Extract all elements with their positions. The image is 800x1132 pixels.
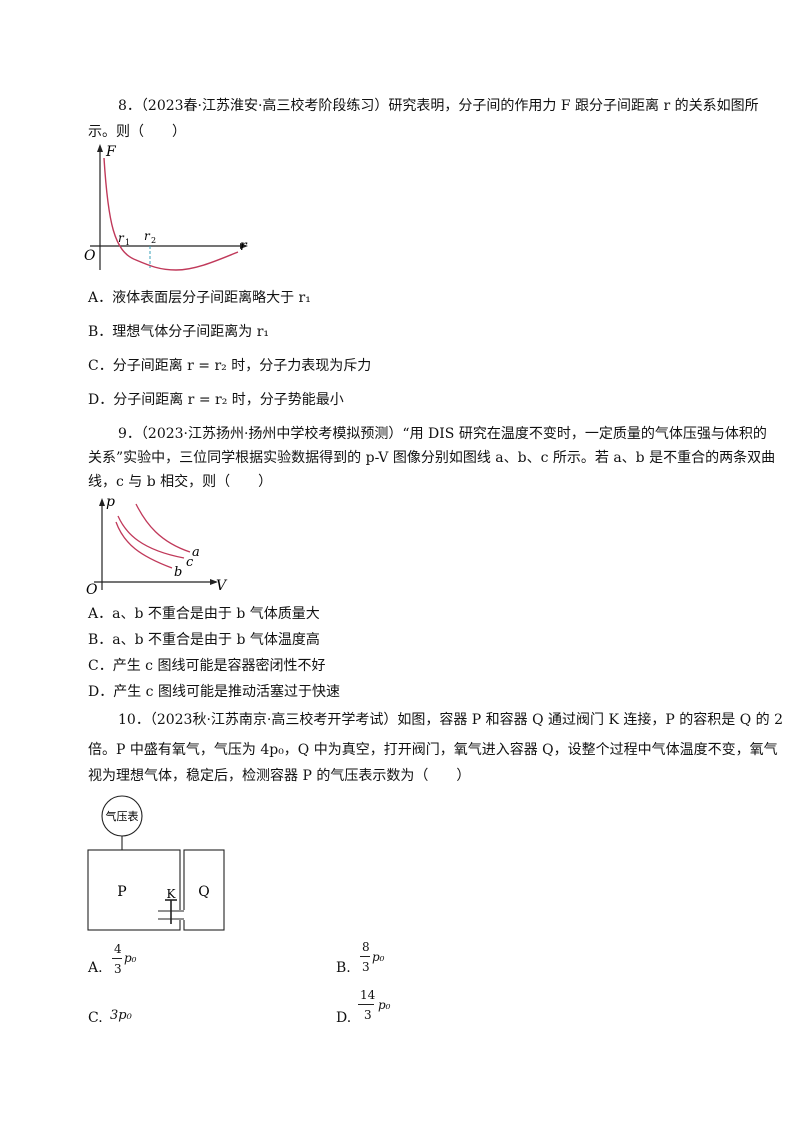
q10-label-P: P	[117, 884, 126, 900]
q9-curve-b	[115, 521, 173, 569]
q9-option-c[interactable]: C．产生 c 图线可能是容器密闭性不好	[88, 658, 326, 674]
q8-label-F: F	[105, 144, 117, 160]
q10-option-c-val: 3p₀	[110, 1008, 132, 1023]
q10-option-c-label: C.	[88, 1010, 103, 1026]
q10-stem-line1: 10．（2023秋·江苏南京·高三校考开学考试）如图，容器 P 和容器 Q 通过…	[118, 712, 784, 728]
q9-label-a: a	[192, 545, 200, 560]
q8-option-a[interactable]: A．液体表面层分子间距离略大于 r₁	[88, 290, 311, 306]
q10-option-a-var: p₀	[124, 951, 137, 965]
q10-option-d-num: 14	[360, 988, 376, 1002]
q10-pipe-clear	[158, 910, 188, 920]
q9-option-b[interactable]: B．a、b 不重合是由于 b 气体温度高	[88, 632, 320, 648]
q10-container-P	[87, 849, 181, 931]
q9-stem-line2: 关系”实验中，三位同学根据实验数据得到的 p-V 图像分别如图线 a、b、c 所…	[88, 450, 776, 466]
q10-stem-line2: 倍。P 中盛有氧气，气压为 4p₀，Q 中为真空，打开阀门，氧气进入容器 Q，设…	[88, 742, 778, 758]
q8-label-r2-sub: 2	[151, 236, 156, 245]
q9-label-p: p	[106, 494, 115, 510]
q9-curve-c	[117, 515, 185, 559]
q10-gauge-label: 气压表	[106, 809, 139, 823]
q10-option-b-den: 3	[362, 960, 370, 974]
q8-force-distance-graph: F r O r 1 r 2	[84, 144, 248, 271]
q10-option-b-label: B.	[336, 960, 351, 976]
q10-stem-line3: 视为理想气体，稳定后，检测容器 P 的气压表示数为（ ）	[88, 768, 471, 784]
q8-label-r1-sub: 1	[125, 238, 130, 247]
q8-y-arrow-icon	[97, 144, 103, 152]
q9-pv-graph: p V O a c b	[86, 494, 228, 598]
q10-label-Q: Q	[198, 884, 209, 900]
q10-option-d-den: 3	[364, 1008, 372, 1022]
q10-option-a-label: A.	[88, 960, 103, 976]
q8-option-c[interactable]: C．分子间距离 r = r₂ 时，分子力表现为斥力	[88, 358, 372, 374]
q10-option-b-num: 8	[362, 940, 370, 954]
q9-stem-line3: 线，c 与 b 相交，则（ ）	[88, 474, 273, 490]
q8-stem-line2: 示。则（ ）	[88, 124, 186, 140]
q9-label-O: O	[86, 582, 98, 598]
q8-label-r: r	[240, 238, 248, 254]
q10-option-b-fraction-bar	[360, 956, 370, 957]
q10-option-b-var: p₀	[372, 950, 385, 964]
q10-option-d-var: p₀	[378, 998, 391, 1012]
q8-label-r1: r	[118, 231, 125, 245]
q9-option-a[interactable]: A．a、b 不重合是由于 b 气体质量大	[88, 606, 320, 622]
q8-option-d[interactable]: D．分子间距离 r = r₂ 时，分子势能最小	[88, 392, 344, 408]
q9-curve-a	[135, 503, 191, 553]
q8-label-r2: r	[144, 229, 151, 243]
q8-stem-line1: 8．（2023春·江苏淮安·高三校考阶段练习）研究表明，分子间的作用力 F 跟分…	[118, 98, 759, 114]
q9-label-c: c	[186, 555, 194, 570]
q9-y-arrow-icon	[99, 498, 105, 506]
q10-container-Q	[183, 849, 225, 931]
q9-label-V: V	[216, 578, 228, 594]
q8-option-b[interactable]: B．理想气体分子间距离为 r₁	[88, 324, 270, 340]
q8-label-O: O	[84, 248, 96, 264]
q10-label-K: K	[167, 887, 177, 901]
q9-stem-line1: 9．（2023·江苏扬州·扬州中学校考模拟预测）“用 DIS 研究在温度不变时，…	[118, 426, 767, 442]
q10-option-a-num: 4	[114, 942, 122, 956]
q8-x-arrow-icon	[240, 243, 248, 249]
q10-option-d-fraction-bar	[358, 1004, 374, 1005]
q9-x-arrow-icon	[210, 579, 218, 585]
q9-label-b: b	[174, 565, 182, 580]
q10-container-diagram: 气压表 P K Q	[87, 795, 225, 931]
q10-option-a-fraction-bar	[112, 958, 122, 959]
q8-force-curve	[103, 157, 239, 271]
q10-option-a-den: 3	[114, 962, 122, 976]
q10-option-d-label: D.	[336, 1010, 352, 1026]
q9-option-d[interactable]: D．产生 c 图线可能是推动活塞过于快速	[88, 684, 340, 700]
